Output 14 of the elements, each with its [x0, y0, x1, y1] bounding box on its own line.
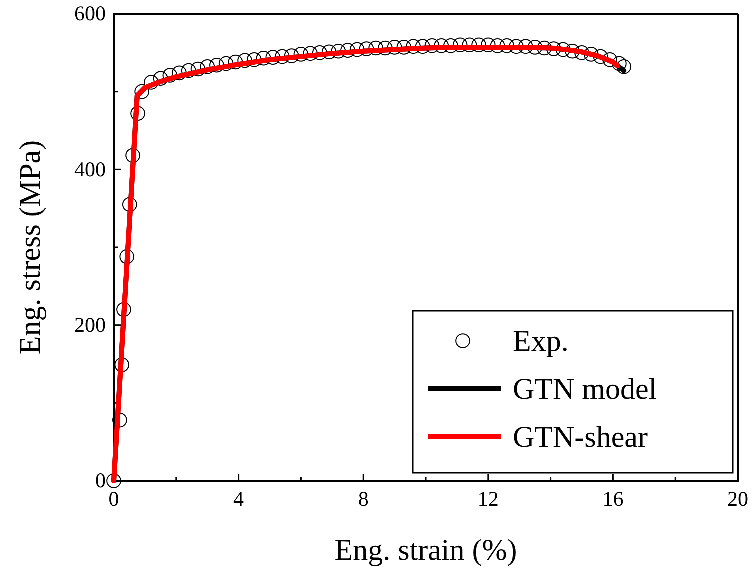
x-tick-label: 20 [728, 486, 748, 511]
legend-label: Exp. [513, 325, 569, 358]
y-tick-label: 0 [96, 468, 106, 493]
y-tick-label: 600 [74, 2, 106, 26]
x-tick-label: 16 [602, 486, 624, 511]
x-tick-label: 12 [478, 486, 499, 511]
y-tick-label: 200 [74, 313, 106, 338]
x-tick-label: 8 [358, 486, 369, 511]
y-axis-title: Eng. stress (MPa) [14, 140, 47, 355]
legend-label: GTN model [513, 373, 658, 406]
legend-label: GTN-shear [513, 421, 648, 454]
x-axis-title: Eng. strain (%) [334, 534, 518, 567]
x-tick-label: 4 [234, 486, 245, 511]
y-tick-label: 400 [74, 157, 106, 182]
